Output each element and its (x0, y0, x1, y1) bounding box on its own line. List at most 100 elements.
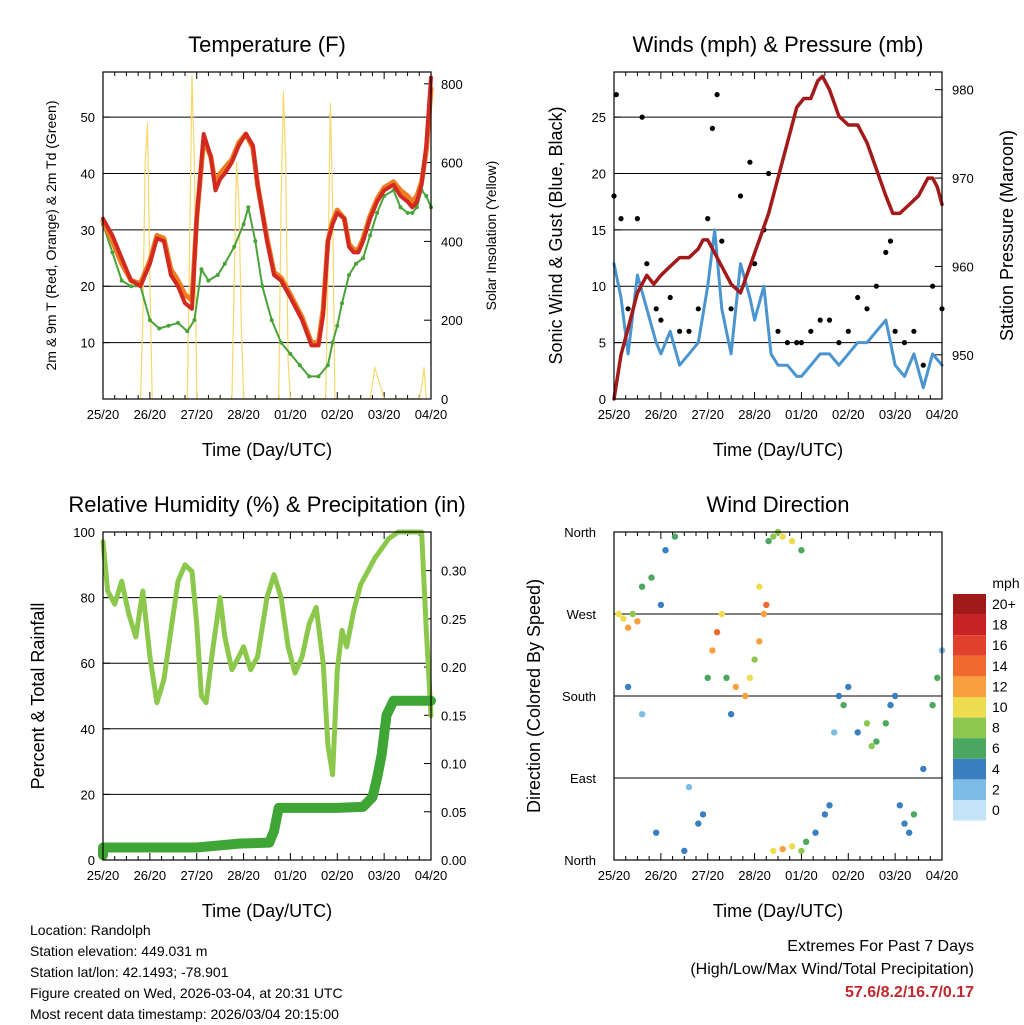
y-axis-label: Direction (Colored By Speed) (524, 579, 544, 813)
colorbar-swatch (953, 717, 986, 739)
y-tick-label: North (564, 853, 596, 868)
colorbar-swatch (953, 758, 986, 780)
gust-point (775, 328, 781, 334)
direction-point (934, 674, 941, 681)
dewpoint-point (368, 233, 373, 238)
colorbar-swatch (953, 635, 986, 656)
dewpoint-point (279, 340, 284, 345)
gust-point (873, 283, 880, 289)
dewpoint-point (410, 210, 415, 215)
x-tick-label: 02/20 (832, 868, 865, 883)
dewpoint-point (246, 205, 251, 210)
y2-tick-label: 0 (441, 392, 448, 407)
direction-point (929, 701, 936, 709)
direction-point (854, 729, 861, 736)
direction-point (788, 537, 796, 545)
dewpoint-point (316, 374, 321, 379)
colorbar-swatch (953, 738, 986, 759)
direction-point (629, 610, 636, 618)
gust-point (794, 340, 800, 346)
gust-point (855, 294, 861, 301)
dewpoint-point (166, 323, 171, 328)
dewpoint-point (424, 194, 429, 198)
precip-series (98, 695, 436, 861)
plot-frame (613, 531, 943, 861)
location-text: Location: Randolph (30, 922, 151, 938)
direction-point (732, 683, 739, 691)
y-axis-label: 2m & 9m T (Red, Orange) & 2m Td (Green) (43, 101, 59, 371)
gust-point (719, 238, 725, 244)
gust-point (686, 328, 692, 334)
y-tick-label: West (567, 607, 597, 622)
x-axis-label: Time (Day/UTC) (713, 901, 843, 921)
direction-point (699, 811, 707, 818)
direction-point (901, 820, 908, 827)
x-tick-label: 27/20 (691, 407, 724, 422)
dewpoint-point (215, 273, 220, 277)
direction-point (821, 811, 829, 818)
x-tick-label: 01/20 (785, 868, 818, 883)
y-tick-label: 40 (81, 166, 95, 181)
direction-point (831, 729, 838, 736)
gust-point (901, 340, 908, 346)
colorbar-label: 20+ (992, 596, 1016, 612)
direction-point (685, 783, 693, 791)
direction-point (638, 711, 646, 718)
y2-tick-label: 0.05 (441, 805, 466, 820)
y-tick-label: 0 (88, 853, 95, 868)
dewpoint-point (110, 250, 115, 255)
y2-tick-label: 0.15 (441, 708, 466, 723)
x-tick-label: 02/20 (832, 407, 865, 422)
gust-point (887, 238, 894, 244)
colorbar-swatch (953, 697, 986, 718)
y2-tick-label: 0.25 (441, 612, 466, 627)
x-tick-label: 26/20 (134, 868, 167, 883)
y2-tick-label: 0.30 (441, 564, 466, 579)
x-tick-label: 26/20 (645, 868, 678, 883)
dewpoint-point (335, 323, 340, 328)
gust-point (798, 340, 805, 346)
dewpoint-point (157, 326, 162, 331)
pressure-series (612, 74, 944, 401)
direction-point (634, 618, 641, 625)
extremes-subtitle: (High/Low/Max Wind/Total Precipitation) (690, 961, 974, 978)
dewpoint-point (288, 351, 293, 356)
y-tick-label: 100 (73, 525, 95, 540)
solar-series (139, 75, 427, 400)
gust-point (639, 114, 645, 120)
y-tick-label: 20 (81, 787, 95, 802)
dewpoint-point (241, 222, 246, 227)
colorbar-title: mph (992, 575, 1019, 591)
dewpoint-point (176, 320, 180, 325)
dewpoint-point (232, 244, 237, 249)
x-tick-label: 03/20 (368, 407, 401, 422)
colorbar-label: 0 (992, 802, 1000, 818)
recent-text: Most recent data timestamp: 2026/03/04 2… (30, 1006, 339, 1022)
y2-axis-label: Solar Insolation (Yellow) (483, 161, 499, 311)
dewpoint-point (185, 329, 190, 334)
dewpoint-point (222, 261, 227, 266)
dewpoint-point (375, 210, 380, 215)
direction-point (671, 533, 679, 540)
gust-point (618, 216, 624, 222)
direction-point (788, 843, 796, 850)
panel-title: Relative Humidity (%) & Precipitation (i… (68, 492, 465, 517)
y2-tick-label: 970 (952, 171, 974, 186)
dewpoint-point (330, 340, 335, 345)
direction-point (802, 838, 810, 845)
y-tick-label: North (564, 525, 596, 540)
gust-point (930, 283, 936, 289)
direction-point (835, 692, 843, 700)
x-tick-label: 01/20 (785, 407, 818, 422)
direction-point (648, 574, 655, 581)
gust-point (667, 294, 673, 301)
y-axis-label: Percent & Total Rainfall (28, 603, 48, 790)
y2-tick-label: 0.20 (441, 660, 466, 675)
dewpoint-series (102, 189, 432, 378)
dewpoint-point (325, 363, 330, 368)
direction-point (763, 601, 770, 609)
dewpoint-point (269, 318, 274, 323)
direction-point (760, 610, 768, 618)
dewpoint-point (199, 267, 204, 272)
